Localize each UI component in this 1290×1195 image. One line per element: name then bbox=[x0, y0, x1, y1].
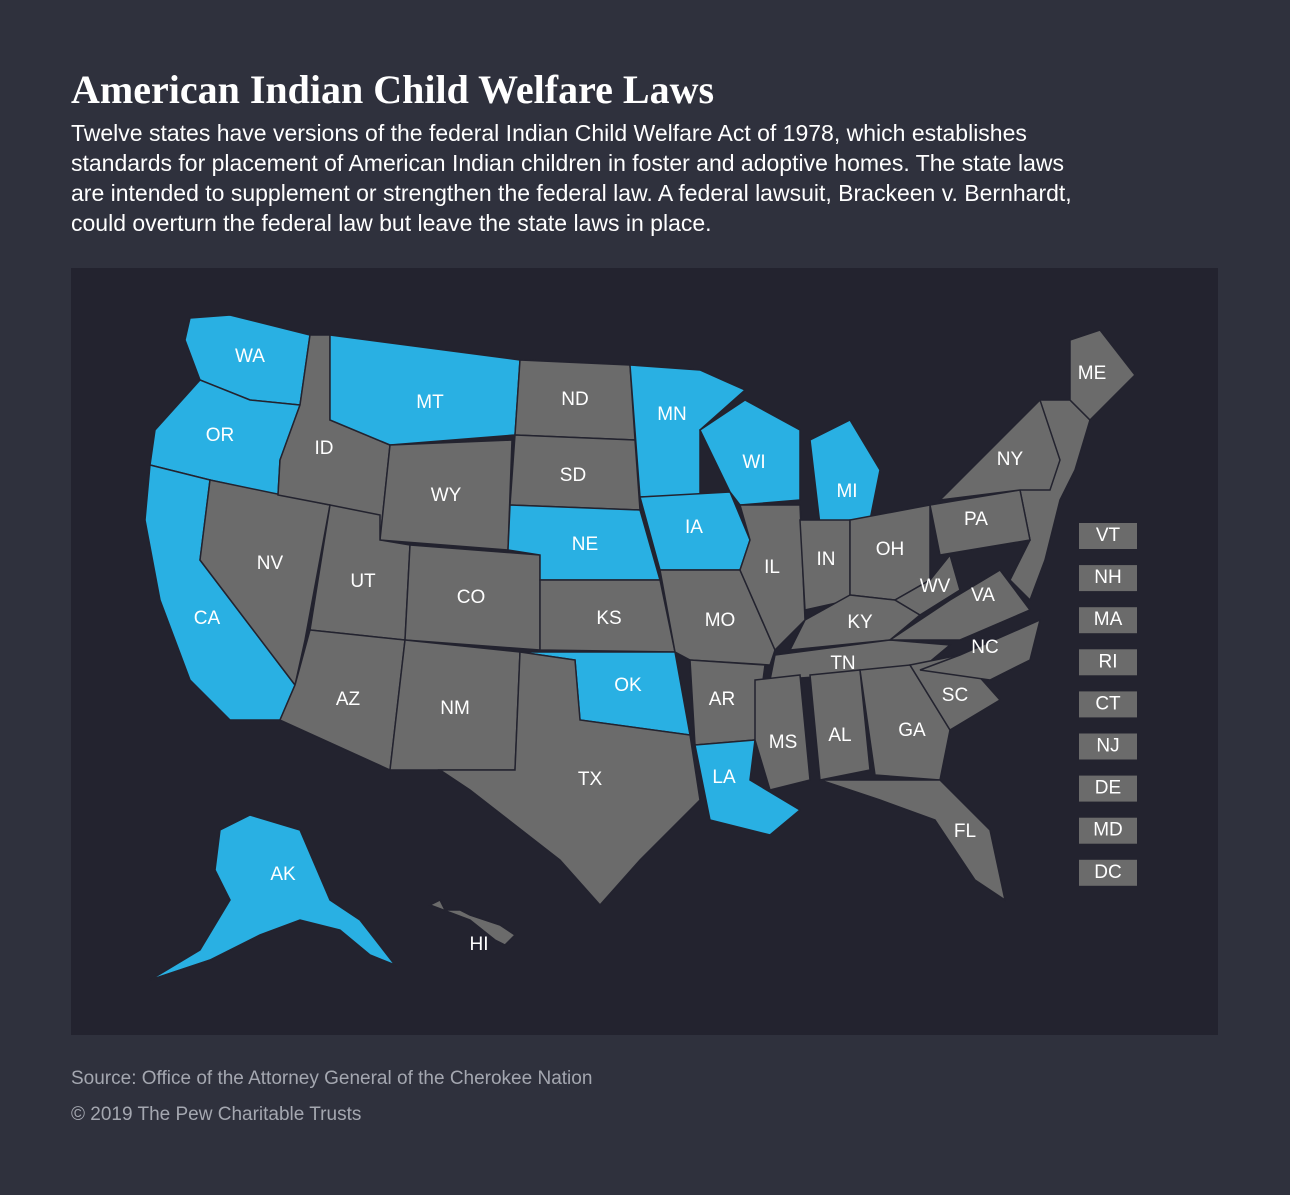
state bbox=[937, 398, 1061, 502]
state-label: ME bbox=[1078, 363, 1107, 384]
state-box bbox=[1079, 691, 1137, 718]
state-label: TX bbox=[578, 769, 603, 790]
state bbox=[437, 651, 701, 907]
state bbox=[819, 779, 1007, 902]
title: American Indian Child Welfare Laws bbox=[71, 67, 715, 112]
state-label: OR bbox=[206, 425, 235, 446]
state-label: LA bbox=[712, 767, 736, 788]
state-label: VA bbox=[971, 585, 995, 606]
state-label: WA bbox=[235, 346, 265, 367]
state-label: AR bbox=[709, 689, 735, 710]
state-label: ND bbox=[561, 389, 588, 410]
state-label: NY bbox=[997, 449, 1024, 470]
state bbox=[809, 669, 871, 781]
state-label: HI bbox=[470, 934, 489, 955]
subtitle-line: Twelve states have versions of the feder… bbox=[71, 120, 1027, 146]
state-label: TN bbox=[830, 653, 855, 674]
state bbox=[809, 419, 881, 526]
state-label: SD bbox=[560, 465, 586, 486]
state-box bbox=[1079, 859, 1137, 886]
state bbox=[699, 399, 801, 506]
state-label: IN bbox=[817, 549, 836, 570]
state-label: NV bbox=[257, 553, 284, 574]
state-label: IL bbox=[764, 557, 780, 578]
state-label: GA bbox=[898, 720, 926, 741]
copyright: © 2019 The Pew Charitable Trusts bbox=[71, 1104, 362, 1125]
state-label: AZ bbox=[336, 689, 361, 710]
state-label: DC bbox=[1094, 862, 1121, 883]
state-label: MI bbox=[836, 481, 857, 502]
state-label: NC bbox=[971, 637, 998, 658]
subtitle-line: could overturn the federal law but leave… bbox=[71, 210, 712, 236]
state-box bbox=[1079, 565, 1137, 592]
state bbox=[908, 654, 1002, 732]
state-label: MD bbox=[1093, 820, 1123, 841]
state bbox=[329, 334, 521, 446]
state-label: UT bbox=[350, 571, 376, 592]
subtitle: Twelve states have versions of the feder… bbox=[71, 118, 1072, 238]
state-label: MT bbox=[416, 392, 444, 413]
state-label: CT bbox=[1095, 693, 1121, 714]
state-label: CA bbox=[194, 608, 221, 629]
state-label: AL bbox=[828, 725, 851, 746]
state bbox=[929, 489, 1031, 556]
state-label: RI bbox=[1099, 651, 1118, 672]
state-label: WV bbox=[920, 576, 951, 597]
state-label: VT bbox=[1096, 525, 1121, 546]
state-box bbox=[1079, 649, 1137, 676]
state bbox=[428, 898, 517, 946]
state-label: WY bbox=[431, 485, 462, 506]
state-label: OH bbox=[876, 539, 905, 560]
state-label: PA bbox=[964, 509, 988, 530]
state bbox=[279, 629, 406, 772]
state-label: IA bbox=[685, 517, 703, 538]
state-label: CO bbox=[457, 587, 486, 608]
subtitle-line: are intended to supplement or strengthen… bbox=[71, 180, 1072, 206]
state-label: DE bbox=[1095, 778, 1121, 799]
state-label: KY bbox=[847, 612, 873, 633]
subtitle-line: standards for placement of American Indi… bbox=[71, 150, 1064, 176]
state-box bbox=[1079, 817, 1137, 844]
state-box bbox=[1079, 607, 1137, 634]
state-box bbox=[1079, 775, 1137, 802]
state-label: FL bbox=[954, 821, 976, 842]
state bbox=[754, 674, 811, 791]
state-label: SC bbox=[942, 685, 968, 706]
state-label: MS bbox=[769, 732, 798, 753]
state-label: WI bbox=[742, 452, 765, 473]
state bbox=[739, 504, 806, 652]
state-label: KS bbox=[596, 608, 621, 629]
state bbox=[1069, 329, 1136, 422]
state-label: OK bbox=[614, 675, 642, 696]
state bbox=[887, 569, 1032, 641]
state-label: ID bbox=[315, 438, 334, 459]
state-label: MO bbox=[705, 610, 736, 631]
state-label: NJ bbox=[1096, 736, 1119, 757]
state-label: AK bbox=[270, 864, 296, 885]
state-box bbox=[1079, 523, 1137, 549]
state bbox=[893, 553, 961, 616]
state-label: NH bbox=[1094, 567, 1121, 588]
state-box bbox=[1079, 733, 1137, 760]
state-label: NE bbox=[572, 534, 598, 555]
state-label: MA bbox=[1094, 609, 1123, 630]
state-label: MN bbox=[657, 404, 687, 425]
state bbox=[919, 618, 1042, 681]
source: Source: Office of the Attorney General o… bbox=[71, 1068, 593, 1089]
state bbox=[149, 814, 398, 981]
state-label: NM bbox=[440, 698, 470, 719]
